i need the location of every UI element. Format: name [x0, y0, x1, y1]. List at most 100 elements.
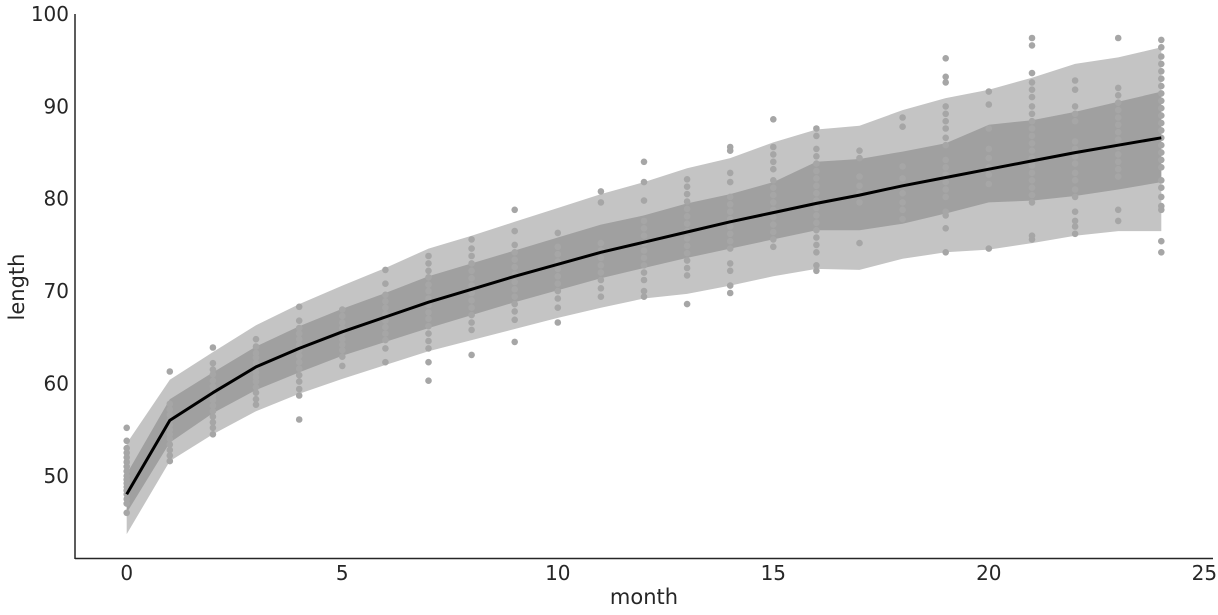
data-point [123, 444, 130, 452]
data-point [1158, 177, 1165, 184]
data-point [511, 256, 518, 264]
data-point [942, 134, 949, 142]
data-point [1114, 99, 1122, 106]
data-point [1071, 177, 1079, 184]
data-point [468, 319, 475, 326]
data-point [511, 278, 518, 286]
data-point [554, 287, 562, 295]
data-point [770, 116, 777, 123]
data-point [770, 143, 777, 151]
data-point [382, 330, 389, 337]
data-point [468, 274, 475, 282]
data-point [425, 322, 432, 330]
data-point [856, 239, 863, 247]
data-point [985, 180, 993, 188]
data-point [813, 204, 820, 212]
data-point [166, 368, 174, 375]
data-point [425, 315, 432, 323]
data-point [123, 454, 130, 461]
data-point [597, 285, 605, 292]
data-point [123, 509, 130, 517]
data-point [209, 407, 217, 415]
data-point [425, 281, 432, 289]
data-point [252, 369, 260, 376]
data-point [209, 371, 217, 378]
data-point [1114, 206, 1122, 214]
data-point [1071, 153, 1079, 160]
data-point [726, 193, 734, 201]
data-point [339, 335, 346, 343]
data-point [726, 267, 734, 275]
inner-band [126, 91, 1162, 513]
data-point [1028, 125, 1036, 132]
data-point [468, 297, 475, 304]
data-point [425, 260, 432, 267]
data-point [209, 402, 217, 410]
data-point [382, 298, 389, 305]
data-point [1158, 119, 1165, 127]
data-point [856, 199, 863, 206]
data-point [511, 293, 518, 301]
data-point [856, 154, 863, 162]
data-point [425, 377, 432, 385]
data-point [1158, 53, 1165, 60]
data-point [1158, 149, 1165, 156]
data-point [209, 396, 217, 404]
data-point [726, 260, 734, 267]
data-point [554, 250, 562, 258]
data-point [1114, 165, 1122, 173]
data-point [1158, 75, 1165, 82]
data-point [726, 237, 734, 245]
data-point [770, 213, 777, 221]
data-point [511, 227, 518, 235]
data-point [942, 117, 949, 125]
data-point [1028, 117, 1036, 125]
data-point [1071, 193, 1079, 201]
data-point [726, 223, 734, 230]
data-point [209, 359, 217, 367]
data-point [985, 88, 993, 95]
data-point [1028, 69, 1036, 77]
data-point [813, 175, 820, 182]
data-point [856, 182, 863, 190]
x-tick-label: 5 [336, 561, 349, 585]
data-point [813, 241, 820, 249]
x-tick-label: 25 [1192, 561, 1217, 585]
data-point [726, 201, 734, 208]
data-point [511, 300, 518, 308]
data-point [726, 208, 734, 215]
data-point [942, 79, 949, 86]
data-point [123, 437, 130, 445]
data-point [640, 254, 648, 262]
data-point [295, 392, 303, 399]
data-point [1158, 112, 1165, 119]
data-point [425, 274, 432, 281]
data-point [295, 378, 303, 385]
data-point [468, 236, 475, 243]
data-point [554, 273, 562, 280]
data-point [683, 300, 691, 308]
data-point [1114, 128, 1122, 136]
data-point [252, 401, 260, 409]
data-point [640, 178, 648, 186]
data-point [1071, 208, 1079, 215]
data-point [1114, 84, 1122, 92]
data-point [166, 441, 174, 448]
data-point [468, 326, 475, 334]
data-point [899, 114, 906, 121]
data-point [683, 198, 691, 205]
data-point [339, 306, 346, 313]
data-point [899, 189, 906, 197]
data-point [770, 221, 777, 228]
tick-labels: 0 5 10 15 20 25 50 60 70 80 90 100 [31, 2, 1217, 585]
data-point [1158, 36, 1165, 44]
data-point [511, 338, 518, 346]
data-point [123, 495, 130, 503]
data-point [640, 217, 648, 225]
data-point [209, 424, 217, 432]
data-point [1114, 121, 1122, 129]
data-point [942, 186, 949, 193]
data-point [1028, 169, 1036, 177]
y-tick-label: 90 [44, 94, 69, 118]
y-tick-label: 60 [44, 372, 69, 396]
